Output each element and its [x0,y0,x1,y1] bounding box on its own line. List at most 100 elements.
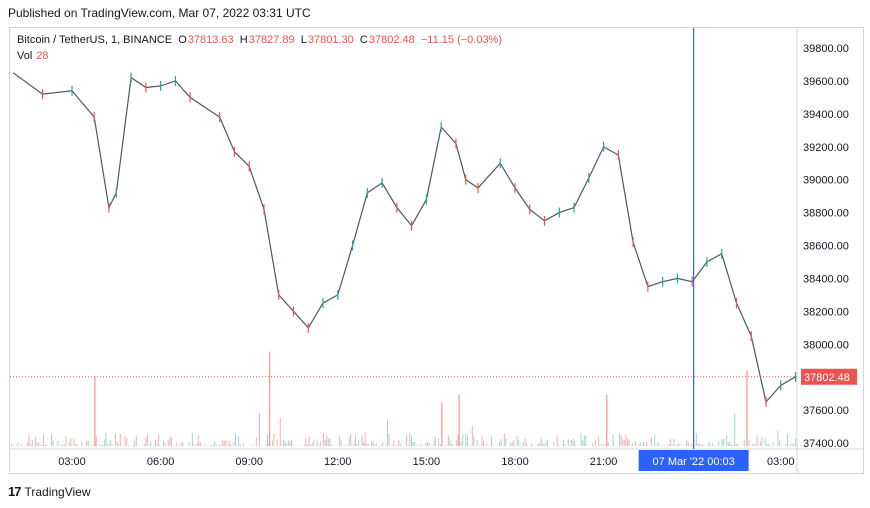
volume-legend: Vol 28 [17,50,49,62]
volume-bar [628,439,630,446]
volume-bar [513,439,515,446]
volume-bar [707,444,708,446]
volume-bar [132,444,134,446]
current-price-label: 37802.48 [804,372,850,384]
volume-bar [446,444,448,446]
x-tick-label: 03:00 [767,456,795,468]
volume-bar [779,440,780,446]
volume-bar [57,440,59,446]
volume-bar [702,444,704,446]
volume-bar [31,439,33,446]
volume-bar [543,444,545,446]
volume-bar [783,445,785,446]
y-tick-label: 39000.00 [803,175,849,187]
volume-bar [643,441,644,446]
low-value: 37801.30 [307,34,354,46]
volume-bar [755,444,756,446]
volume-bar [743,439,745,446]
volume-bar [572,439,574,446]
volume-bar [46,444,48,446]
volume-bar [44,444,46,446]
volume-bar [73,438,75,446]
volume-bar [625,433,627,446]
volume-bar [115,433,116,446]
close-value: 37802.48 [368,34,415,46]
volume-bar [324,439,326,446]
volume-bar [539,443,540,446]
volume-bar [36,443,38,446]
crosshair-time-tag [638,450,749,471]
volume-bar [769,445,771,446]
volume-bar [124,436,126,446]
volume-spike-bar [458,394,460,446]
volume-bar [143,444,145,446]
volume-bar [695,433,697,446]
volume-bar [63,444,65,446]
volume-bar [75,444,76,446]
volume-bar [318,445,320,446]
volume-bar [220,444,222,446]
volume-value: 28 [36,50,49,62]
volume-bar [737,444,739,446]
volume-bar [492,444,494,446]
volume-bar [663,445,665,446]
volume-bar [455,439,457,446]
volume-bar [126,438,128,446]
volume-spike-bar [606,394,608,446]
volume-bar [225,440,227,446]
volume-bar [307,444,308,446]
volume-bar [39,444,41,446]
volume-bar [95,436,97,446]
volume-bar [427,442,428,446]
volume-bar [398,440,400,446]
volume-bar [52,440,54,446]
volume-bar [393,440,395,446]
volume-bar [721,439,723,446]
volume-bar [356,444,358,446]
volume-bar [499,441,500,446]
volume-bar [340,440,342,446]
volume-bar [238,436,240,446]
volume-bar [271,440,273,446]
volume-bar [411,435,412,446]
volume-bar [670,439,672,446]
volume-bar [121,445,123,446]
volume-bar [500,438,502,446]
volume-bar [491,436,492,446]
volume-bar [223,440,225,446]
volume-bar [30,443,32,446]
volume-bar [105,433,107,446]
volume-bar [15,445,17,446]
volume-bar [751,444,753,446]
volume-spike-bar [268,351,271,446]
y-tick-label: 39600.00 [803,76,849,88]
volume-bar [180,443,182,446]
volume-bar [265,443,267,446]
volume-bar [619,433,620,446]
volume-bar [28,433,30,446]
volume-bar [727,442,729,446]
volume-bar [465,433,467,446]
volume-bar [583,435,585,446]
x-tick-label: 21:00 [590,456,618,468]
volume-bar [735,443,737,446]
volume-bar [428,442,430,446]
volume-bar [127,445,129,446]
volume-bar [419,445,420,446]
volume-bar [371,441,372,446]
y-tick-label: 38800.00 [803,208,849,220]
volume-bar [523,442,524,446]
volume-bar [726,435,728,446]
volume-bar [439,444,441,446]
x-tick-label: 12:00 [324,456,352,468]
volume-bar [631,443,633,446]
volume-bar [407,444,409,446]
volume-bar [171,436,172,446]
volume-bar [772,442,774,446]
volume-bar [487,445,489,446]
volume-bar [214,441,216,446]
volume-bar [558,444,560,446]
volume-bar [38,442,40,446]
volume-bar [27,441,28,446]
